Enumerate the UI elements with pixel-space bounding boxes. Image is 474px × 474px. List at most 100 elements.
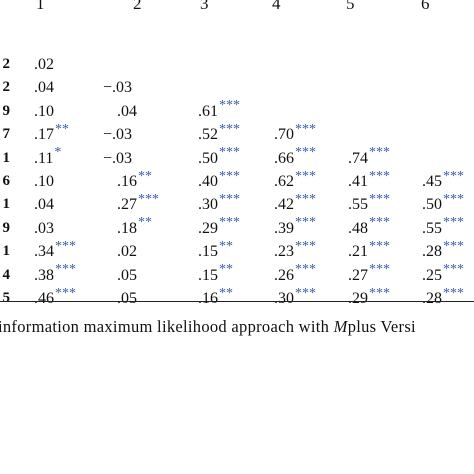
cell-value: .18 <box>117 219 137 237</box>
significance-stars: *** <box>55 238 76 254</box>
cell-value: .27 <box>117 196 137 214</box>
significance-stars: *** <box>219 121 240 137</box>
cell-value: .04 <box>34 79 54 97</box>
row-label: 6 <box>2 173 11 189</box>
significance-stars: *** <box>369 238 390 254</box>
significance-stars: *** <box>295 238 316 254</box>
cell-value: .23 <box>274 243 294 261</box>
cell-value: .55 <box>422 219 442 237</box>
table-cell: .66*** <box>274 146 316 168</box>
significance-stars: * <box>54 145 62 161</box>
significance-stars: *** <box>369 145 390 161</box>
table-cell: .27*** <box>117 193 159 214</box>
table-cell: −.03 <box>103 150 132 168</box>
cell-value: .11 <box>34 149 54 167</box>
significance-stars: *** <box>295 192 316 208</box>
significance-stars: *** <box>369 168 390 184</box>
cell-value: .10 <box>34 173 54 190</box>
table-cell: .04 <box>117 103 137 121</box>
table-cell: .02 <box>117 243 137 261</box>
table-cell: .48*** <box>348 216 390 238</box>
significance-stars: *** <box>219 98 240 114</box>
significance-stars: *** <box>369 215 390 231</box>
note-text-before: information maximum likelihood approach … <box>0 317 334 336</box>
cell-value: .05 <box>117 290 137 307</box>
cell-value: .41 <box>348 173 368 190</box>
table-cell: .23*** <box>274 239 316 261</box>
table-cell: .50*** <box>422 193 464 214</box>
table-cell: .27*** <box>348 263 390 285</box>
table-cell: .05 <box>117 267 137 285</box>
table-cell: .16** <box>198 286 233 308</box>
significance-stars: *** <box>295 121 316 137</box>
cell-value: .16 <box>117 173 137 190</box>
table-cell: .15** <box>198 239 233 261</box>
cell-value: .70 <box>274 126 294 144</box>
significance-stars: *** <box>369 285 390 301</box>
table-cell: .39*** <box>274 216 316 238</box>
cell-value: −.03 <box>103 79 133 97</box>
significance-stars: *** <box>443 215 464 231</box>
table-cell: .16** <box>117 169 152 191</box>
table-cell: .10 <box>34 173 54 191</box>
significance-stars: ** <box>138 168 152 184</box>
significance-stars: *** <box>295 285 316 301</box>
table-cell: .21*** <box>348 239 390 261</box>
table-cell: .29*** <box>198 216 240 238</box>
cell-value: .15 <box>198 243 218 261</box>
significance-stars: *** <box>295 215 316 231</box>
table-cell: .25*** <box>422 263 464 285</box>
cell-value: .48 <box>348 219 368 237</box>
cell-value: .25 <box>422 266 442 284</box>
significance-stars: ** <box>219 238 233 254</box>
note-italic-M: M <box>333 317 348 336</box>
table-cell: .10 <box>34 103 54 121</box>
table-cell: .34*** <box>34 239 76 261</box>
table-cell: .28*** <box>422 239 464 261</box>
significance-stars: *** <box>219 215 240 231</box>
cell-value: .38 <box>34 266 54 284</box>
row-label: 9 <box>2 219 11 236</box>
cell-value: .34 <box>34 243 54 261</box>
cell-value: .55 <box>348 196 368 214</box>
table-cell: .02 <box>34 56 54 74</box>
row-label: 2 <box>2 56 11 72</box>
cell-value: .50 <box>422 196 442 214</box>
cell-value: .28 <box>422 243 442 261</box>
table-cell: .50*** <box>198 146 240 168</box>
cell-value: .04 <box>34 196 54 214</box>
significance-stars: *** <box>443 192 464 208</box>
cell-value: .39 <box>274 219 294 237</box>
table-cell: .29*** <box>348 286 390 308</box>
row-label: 7 <box>2 126 11 143</box>
table-cell: .26*** <box>274 263 316 285</box>
column-header-3: 3 <box>200 0 209 13</box>
significance-stars: *** <box>219 192 240 208</box>
cell-value: .61 <box>198 102 218 120</box>
cell-value: .30 <box>274 290 294 307</box>
cell-value: .02 <box>34 56 54 73</box>
column-header-5: 5 <box>346 0 355 13</box>
table-cell: .03 <box>34 220 54 238</box>
table-cell: .38*** <box>34 263 76 285</box>
table-note: information maximum likelihood approach … <box>0 317 416 337</box>
table-cell: .30*** <box>274 286 316 308</box>
cell-value: .03 <box>34 219 54 237</box>
cell-value: .05 <box>117 266 137 284</box>
significance-stars: *** <box>295 262 316 278</box>
cell-value: .16 <box>198 290 218 307</box>
significance-stars: *** <box>295 168 316 184</box>
significance-stars: *** <box>55 285 76 301</box>
cell-value: .29 <box>348 290 368 307</box>
table-cell: .04 <box>34 196 54 214</box>
cell-value: .21 <box>348 243 368 261</box>
significance-stars: *** <box>443 285 464 301</box>
column-header-1: 1 <box>36 0 45 13</box>
cell-value: .62 <box>274 173 294 190</box>
cell-value: .10 <box>34 102 54 120</box>
table-cell: .46*** <box>34 286 76 308</box>
significance-stars: *** <box>443 238 464 254</box>
significance-stars: *** <box>443 262 464 278</box>
column-header-2: 2 <box>133 0 142 13</box>
